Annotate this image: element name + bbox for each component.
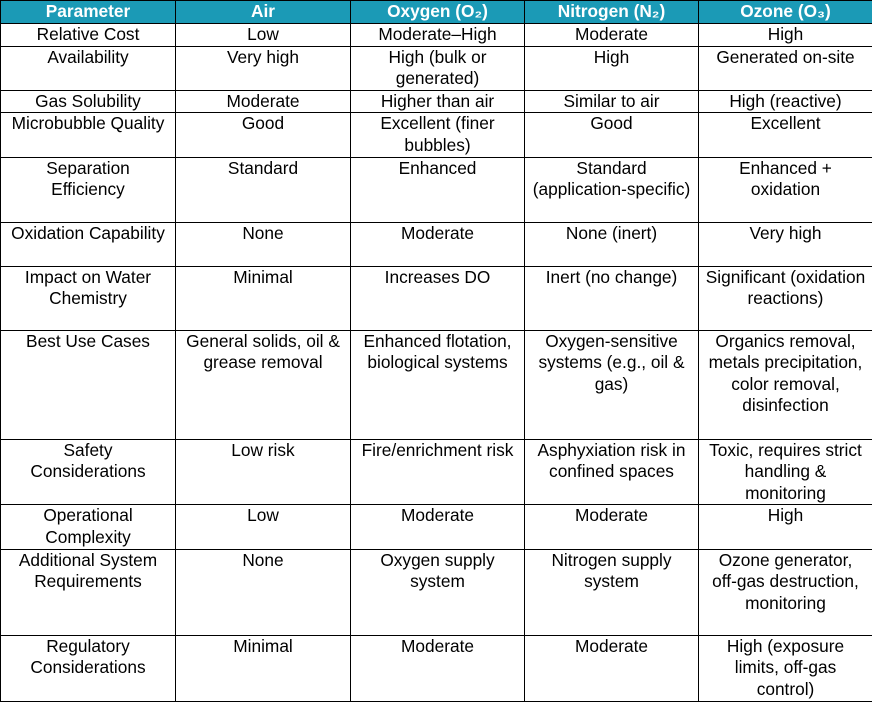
table-cell: High [699,505,872,549]
table-cell: Moderate [525,505,699,549]
table-cell: Ozone generator, off-gas destruction, mo… [699,549,872,635]
column-header: Nitrogen (N₂) [525,1,699,24]
table-cell: Low [176,24,351,47]
table-cell: Moderate–High [351,24,525,47]
table-cell: High (bulk or generated) [351,46,525,90]
table-cell: High (reactive) [699,90,872,113]
row-label: Additional System Requirements [1,549,176,635]
table-cell: Increases DO [351,266,525,330]
table-cell: Low [176,505,351,549]
column-header: Air [176,1,351,24]
table-cell: None [176,222,351,266]
table-cell: Very high [176,46,351,90]
table-cell: Enhanced + oxidation [699,157,872,222]
row-label: Availability [1,46,176,90]
table-cell: Moderate [351,505,525,549]
table-cell: High [699,24,872,47]
row-label: Regulatory Considerations [1,635,176,701]
table-cell: Low risk [176,439,351,505]
row-label: Operational Complexity [1,505,176,549]
table-cell: Toxic, requires strict handling & monito… [699,439,872,505]
table-cell: Standard (application-specific) [525,157,699,222]
table-cell: Higher than air [351,90,525,113]
table-cell: Moderate [351,635,525,701]
table-cell: Oxygen-sensitive systems (e.g., oil & ga… [525,330,699,439]
table-cell: None (inert) [525,222,699,266]
column-header: Ozone (O₃) [699,1,872,24]
table-cell: Good [525,113,699,157]
row-label: Best Use Cases [1,330,176,439]
table-cell: Excellent (finer bubbles) [351,113,525,157]
column-header: Oxygen (O₂) [351,1,525,24]
table-cell: High [525,46,699,90]
table-cell: Moderate [351,222,525,266]
table-cell: Oxygen supply system [351,549,525,635]
row-label: Safety Considerations [1,439,176,505]
table-cell: Asphyxiation risk in confined spaces [525,439,699,505]
table-cell: Enhanced [351,157,525,222]
row-label: Oxidation Capability [1,222,176,266]
table-cell: Organics removal, metals precipitation, … [699,330,872,439]
table-cell: Generated on-site [699,46,872,90]
row-label: Impact on Water Chemistry [1,266,176,330]
row-label: Microbubble Quality [1,113,176,157]
column-header: Parameter [1,1,176,24]
table-cell: Enhanced flotation, biological systems [351,330,525,439]
table-cell: Minimal [176,635,351,701]
table-cell: Excellent [699,113,872,157]
table-cell: Significant (oxidation reactions) [699,266,872,330]
table-cell: Nitrogen supply system [525,549,699,635]
table-cell: High (exposure limits, off-gas control) [699,635,872,701]
table-cell: Inert (no change) [525,266,699,330]
table-cell: None [176,549,351,635]
table-cell: Moderate [525,635,699,701]
table-cell: Minimal [176,266,351,330]
table-cell: Moderate [525,24,699,47]
table-cell: Moderate [176,90,351,113]
table-cell: Similar to air [525,90,699,113]
table-cell: Fire/enrichment risk [351,439,525,505]
row-label: Gas Solubility [1,90,176,113]
row-label: Separation Efficiency [1,157,176,222]
row-label: Relative Cost [1,24,176,47]
table-cell: General solids, oil & grease removal [176,330,351,439]
table-cell: Standard [176,157,351,222]
table-cell: Good [176,113,351,157]
table-cell: Very high [699,222,872,266]
